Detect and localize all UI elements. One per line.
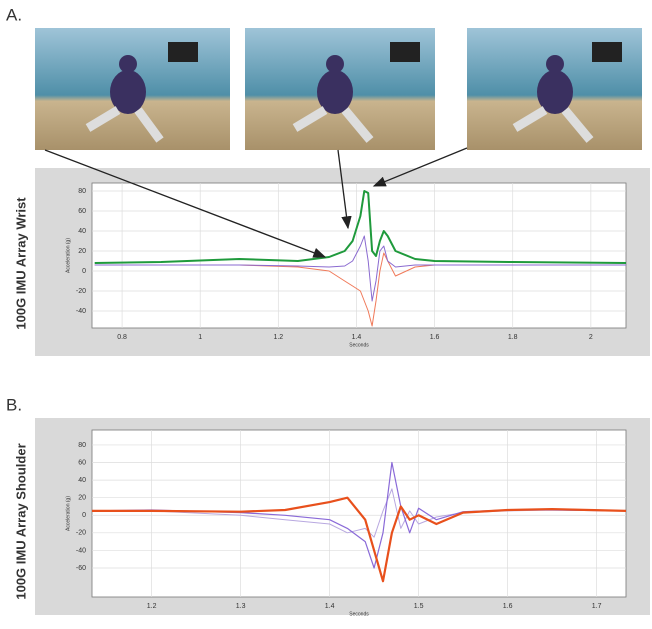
y-tick-label: 0 xyxy=(82,268,86,275)
y-tick-label: -40 xyxy=(76,308,86,315)
arrows xyxy=(44,147,468,258)
y-tick-label: 20 xyxy=(78,248,86,255)
x-tick-label: 2 xyxy=(589,334,593,341)
y-tick-label: -60 xyxy=(76,565,86,572)
panel-title: 100G IMU Array Wrist xyxy=(13,197,28,330)
x-tick-label: 1.2 xyxy=(273,334,283,341)
x-tick-label: 1.6 xyxy=(430,334,440,341)
y-tick-label: 40 xyxy=(78,228,86,235)
data-line xyxy=(92,496,627,583)
y-tick-label: 80 xyxy=(78,442,86,449)
y-tick-label: 80 xyxy=(78,188,86,195)
panel-label: B. xyxy=(6,395,22,414)
x-axis-label: Seconds xyxy=(349,611,369,617)
x-tick-label: 1.3 xyxy=(236,603,246,610)
x-tick-label: 1 xyxy=(198,334,202,341)
x-tick-label: 1.5 xyxy=(414,603,424,610)
data-line xyxy=(94,252,626,327)
x-tick-label: 1.4 xyxy=(325,603,335,610)
x-tick-label: 1.8 xyxy=(508,334,518,341)
y-tick-label: 0 xyxy=(82,512,86,519)
photos xyxy=(35,28,642,150)
y-tick-label: 60 xyxy=(78,208,86,215)
y-axis-label: Acceleration (g) xyxy=(65,238,71,273)
y-tick-label: 60 xyxy=(78,459,86,466)
plot-area xyxy=(91,182,627,329)
x-tick-label: 1.4 xyxy=(352,334,362,341)
y-tick-label: 20 xyxy=(78,495,86,502)
y-tick-label: -20 xyxy=(76,288,86,295)
y-tick-label: 40 xyxy=(78,477,86,484)
x-tick-label: 1.7 xyxy=(592,603,602,610)
data-line xyxy=(94,190,627,264)
x-tick-label: 0.8 xyxy=(117,334,127,341)
panel-title: 100G IMU Array Shoulder xyxy=(13,443,28,599)
x-axis-label: Seconds xyxy=(349,342,369,348)
x-tick-label: 1.6 xyxy=(503,603,513,610)
data-line xyxy=(94,235,626,302)
x-tick-label: 1.2 xyxy=(147,603,157,610)
y-axis-label: Acceleration (g) xyxy=(65,496,71,531)
y-tick-label: -20 xyxy=(76,530,86,537)
panel-label: A. xyxy=(6,5,22,24)
y-tick-label: -40 xyxy=(76,547,86,554)
